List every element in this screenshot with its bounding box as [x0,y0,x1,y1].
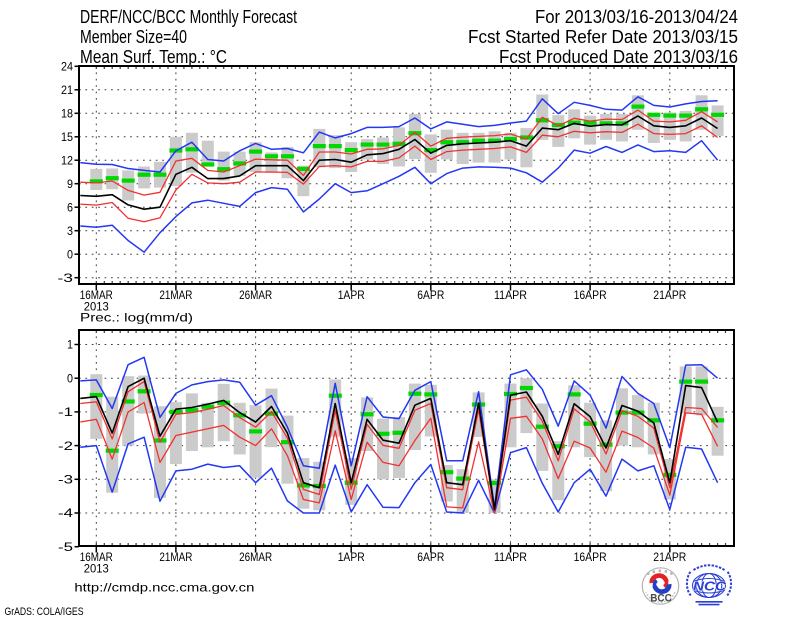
svg-text:16APR: 16APR [574,550,607,564]
svg-text:24: 24 [61,60,73,74]
svg-text:NCC: NCC [693,579,727,594]
svg-text:16MAR: 16MAR [80,550,113,564]
svg-text:18: 18 [61,107,73,121]
svg-text:1APR: 1APR [338,288,365,302]
svg-text:2013: 2013 [84,562,109,576]
svg-text:16APR: 16APR [574,288,607,302]
svg-text:0: 0 [67,247,73,261]
svg-text:Mean Surf. Temp.: °C: Mean Surf. Temp.: °C [80,47,227,67]
svg-text:GrADS: COLA/IGES: GrADS: COLA/IGES [5,606,84,618]
svg-text:9: 9 [67,177,73,191]
svg-text:-1: -1 [58,405,73,419]
svg-text:-3: -3 [58,473,73,487]
svg-text:21MAR: 21MAR [159,288,192,302]
svg-text:DERF/NCC/BCC Monthly Forecast: DERF/NCC/BCC Monthly Forecast [80,7,297,27]
svg-text:12: 12 [61,153,73,167]
svg-text:6: 6 [67,200,73,214]
svg-text:Member Size=40: Member Size=40 [80,27,187,47]
svg-text:16MAR: 16MAR [80,288,113,302]
svg-text:-5: -5 [58,540,73,554]
svg-text:21MAR: 21MAR [159,550,192,564]
svg-text:15: 15 [61,130,73,144]
svg-text:Fcst Started Refer Date 2013/0: Fcst Started Refer Date 2013/03/15 [468,27,738,47]
svg-text:1: 1 [67,338,73,352]
svg-text:http://cmdp.ncc.cma.gov.cn: http://cmdp.ncc.cma.gov.cn [74,581,254,595]
svg-text:6APR: 6APR [417,288,444,302]
svg-text:11APR: 11APR [494,550,527,564]
svg-text:Prec.: log(mm/d): Prec.: log(mm/d) [80,311,193,325]
svg-text:1APR: 1APR [338,550,365,564]
svg-text:-3: -3 [58,271,74,285]
svg-text:21: 21 [61,83,73,97]
svg-text:2013: 2013 [84,300,109,314]
svg-text:0: 0 [67,371,73,385]
svg-text:For 2013/03/16-2013/04/24: For 2013/03/16-2013/04/24 [535,7,738,27]
svg-text:BCC: BCC [650,593,672,605]
svg-text:21APR: 21APR [653,550,686,564]
svg-text:6APR: 6APR [417,550,444,564]
svg-text:-4: -4 [58,506,73,520]
svg-text:3: 3 [67,224,73,238]
svg-text:11APR: 11APR [494,288,527,302]
svg-text:-2: -2 [58,439,73,453]
svg-text:21APR: 21APR [653,288,686,302]
svg-text:26MAR: 26MAR [239,288,272,302]
svg-text:Fcst Produced Date 2013/03/16: Fcst Produced Date 2013/03/16 [499,47,738,67]
svg-text:26MAR: 26MAR [239,550,272,564]
